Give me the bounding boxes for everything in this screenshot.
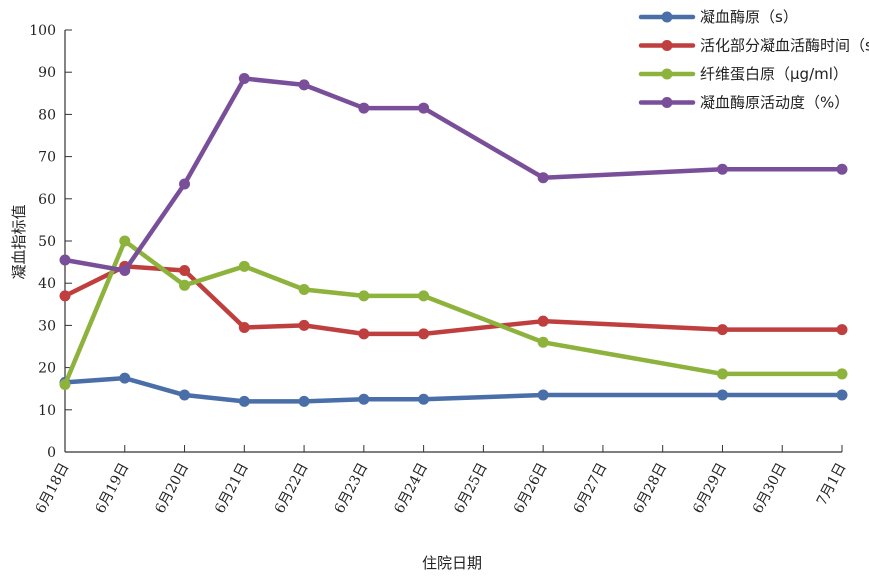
y-tick-label: 60 — [38, 192, 56, 208]
x-tick-label: 6月27日 — [571, 460, 611, 516]
x-tick-label: 6月19日 — [92, 460, 132, 516]
legend-label-2: 活化部分凝血活酶时间（s） — [700, 37, 869, 55]
series-1-point — [119, 372, 131, 384]
series-2-point — [716, 324, 728, 336]
x-tick-label: 6月30日 — [750, 460, 790, 516]
series-4-point — [179, 178, 191, 190]
series-2-point — [418, 328, 430, 340]
legend-label-1: 凝血酶原（s） — [700, 8, 798, 26]
series-1-point — [418, 393, 430, 405]
y-tick-label: 100 — [29, 23, 56, 39]
series-3-point — [537, 336, 549, 348]
y-tick-label: 20 — [38, 361, 56, 377]
series-3-point — [358, 290, 370, 302]
series-2-point — [179, 265, 191, 277]
series-4-point — [238, 73, 250, 85]
series-4-point — [59, 254, 71, 266]
series-2-point — [59, 290, 71, 302]
series-1-point — [238, 395, 250, 407]
series-4-point — [418, 102, 430, 114]
series-3-point — [298, 284, 310, 296]
series-1-point — [179, 389, 191, 401]
series-4-point — [119, 265, 131, 277]
x-tick-label: 6月23日 — [332, 460, 372, 516]
legend-marker-4 — [661, 97, 673, 108]
x-tick-label: 6月22日 — [272, 460, 312, 516]
series-1-point — [358, 393, 370, 405]
legend-marker-2 — [661, 40, 673, 51]
y-tick-label: 50 — [38, 234, 56, 250]
y-tick-label: 80 — [38, 107, 56, 123]
legend-label-3: 纤维蛋白原（μg/ml） — [700, 65, 848, 83]
series-line-2 — [62, 264, 845, 337]
series-2-point — [298, 319, 310, 331]
series-4-point — [716, 163, 728, 175]
series-layer — [59, 73, 848, 407]
y-tick-label: 70 — [38, 150, 56, 166]
series-line-3 — [62, 238, 845, 387]
y-tick-label: 10 — [38, 403, 56, 419]
legend-marker-1 — [661, 11, 673, 23]
series-line-1 — [62, 375, 845, 404]
series-2-point — [358, 328, 370, 340]
series-4-point — [358, 102, 370, 114]
y-tick-label: 90 — [38, 65, 56, 81]
y-tick-label: 40 — [38, 276, 56, 292]
y-tick-label: 30 — [38, 318, 56, 334]
x-tick-label: 6月26日 — [511, 460, 551, 516]
x-tick-label: 6月25日 — [451, 460, 491, 516]
series-3-point — [418, 290, 430, 302]
series-3-point — [179, 279, 191, 291]
legend-marker-3 — [661, 68, 673, 80]
legend: 凝血酶原（s） 活化部分凝血活酶时间（s） 纤维蛋白原（μg/ml） 凝血酶原活动度（… — [638, 8, 869, 112]
series-3-point — [238, 260, 250, 272]
y-tick-label: 0 — [47, 445, 56, 461]
series-2-point — [238, 322, 250, 334]
x-tick-label: 6月29日 — [690, 460, 730, 516]
x-tick-label: 6月20日 — [152, 460, 192, 516]
x-tick-label: 6月28日 — [630, 460, 670, 516]
series-3-point — [59, 378, 71, 390]
series-3-point — [836, 368, 848, 380]
legend-label-4: 凝血酶原活动度（%） — [700, 94, 849, 112]
series-3-point — [119, 235, 131, 247]
x-tick-label: 7月1日 — [814, 460, 850, 508]
series-4-point — [537, 172, 549, 184]
series-1-point — [537, 389, 549, 401]
x-axis-title: 住院日期 — [422, 554, 482, 572]
series-4-point — [298, 79, 310, 91]
series-4-point — [836, 163, 848, 175]
series-1-point — [836, 389, 848, 401]
y-axis-title: 凝血指标值 — [10, 204, 28, 279]
series-1-point — [716, 389, 728, 401]
series-3-point — [716, 368, 728, 380]
x-tick-label: 6月18日 — [33, 460, 73, 516]
series-2-point — [836, 324, 848, 336]
series-1-point — [298, 395, 310, 407]
series-line-4 — [62, 76, 845, 273]
x-tick-label: 6月21日 — [212, 460, 252, 516]
series-2-point — [537, 315, 549, 327]
x-tick-label: 6月24日 — [391, 460, 431, 516]
